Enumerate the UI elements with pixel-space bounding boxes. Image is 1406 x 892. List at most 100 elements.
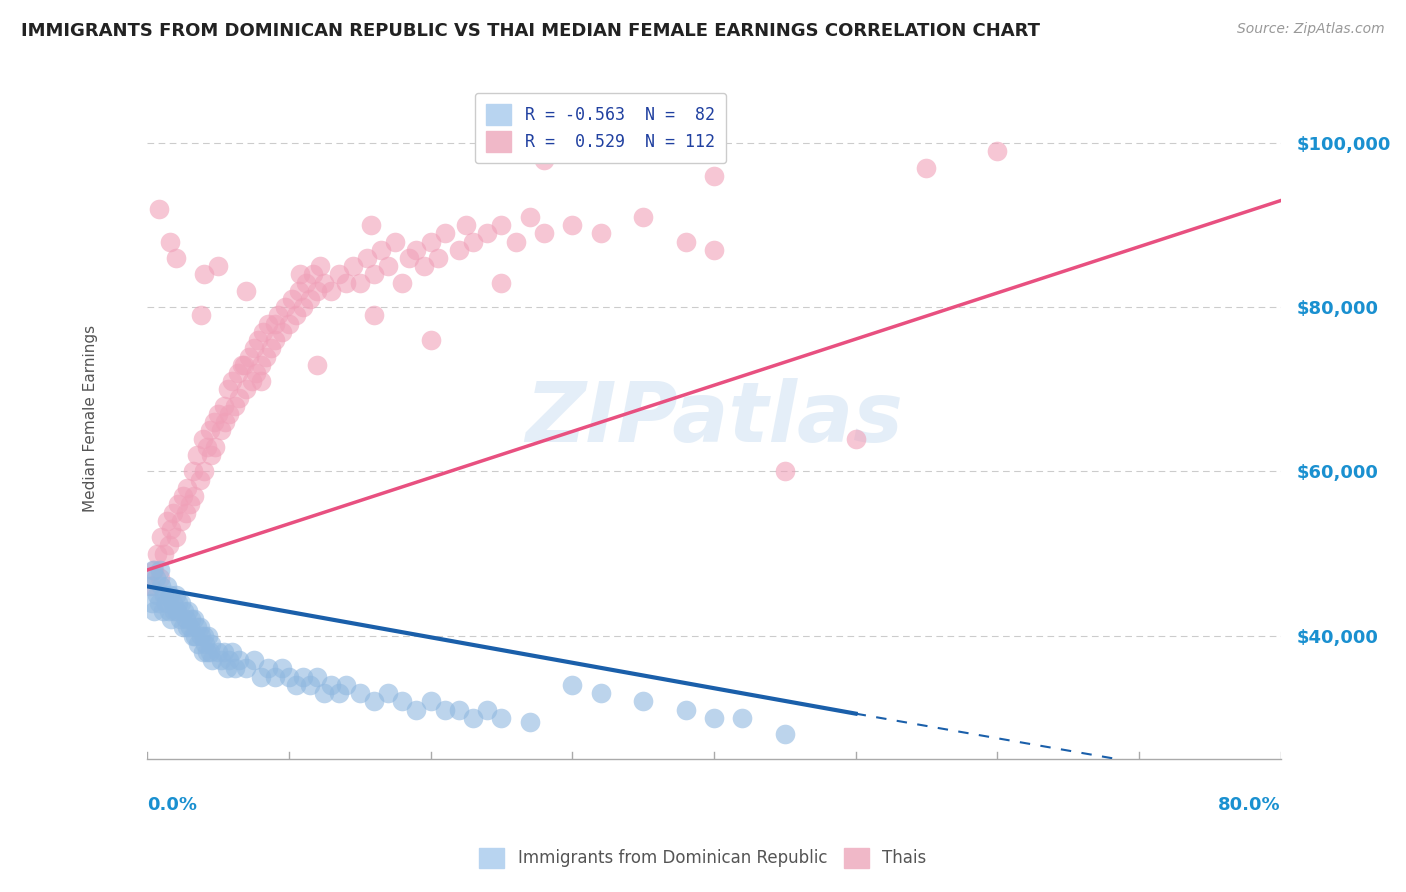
- Point: [184, 629, 207, 643]
- Point: [249, 670, 271, 684]
- Text: 0.0%: 0.0%: [148, 797, 197, 814]
- Point: [181, 465, 204, 479]
- Point: [139, 579, 162, 593]
- Point: [198, 424, 221, 438]
- Point: [349, 276, 371, 290]
- Point: [190, 629, 212, 643]
- Point: [321, 284, 343, 298]
- Point: [433, 702, 456, 716]
- Point: [173, 604, 195, 618]
- Point: [281, 292, 304, 306]
- Point: [166, 604, 188, 618]
- Point: [299, 678, 322, 692]
- Point: [218, 407, 240, 421]
- Point: [235, 661, 257, 675]
- Point: [299, 292, 322, 306]
- Point: [363, 309, 385, 323]
- Point: [193, 268, 215, 282]
- Point: [505, 235, 527, 249]
- Point: [179, 497, 201, 511]
- Point: [195, 645, 218, 659]
- Point: [197, 629, 219, 643]
- Point: [259, 342, 281, 356]
- Point: [405, 243, 427, 257]
- Point: [447, 702, 470, 716]
- Point: [165, 530, 187, 544]
- Point: [232, 358, 254, 372]
- Point: [349, 686, 371, 700]
- Point: [370, 243, 392, 257]
- Point: [183, 612, 205, 626]
- Point: [204, 440, 226, 454]
- Point: [155, 596, 177, 610]
- Point: [207, 259, 229, 273]
- Point: [356, 251, 378, 265]
- Point: [254, 350, 277, 364]
- Point: [167, 497, 190, 511]
- Point: [773, 465, 796, 479]
- Point: [193, 465, 215, 479]
- Point: [209, 653, 232, 667]
- Point: [226, 366, 249, 380]
- Point: [477, 227, 499, 241]
- Point: [163, 604, 186, 618]
- Point: [342, 259, 364, 273]
- Point: [142, 563, 165, 577]
- Point: [191, 432, 214, 446]
- Point: [491, 711, 513, 725]
- Point: [321, 678, 343, 692]
- Point: [209, 424, 232, 438]
- Point: [419, 694, 441, 708]
- Point: [412, 259, 434, 273]
- Point: [169, 612, 191, 626]
- Point: [157, 604, 180, 618]
- Point: [463, 711, 485, 725]
- Point: [195, 440, 218, 454]
- Point: [143, 604, 166, 618]
- Point: [167, 596, 190, 610]
- Point: [263, 670, 285, 684]
- Point: [176, 481, 198, 495]
- Point: [915, 161, 938, 175]
- Point: [228, 653, 250, 667]
- Point: [207, 407, 229, 421]
- Point: [186, 620, 208, 634]
- Point: [589, 686, 612, 700]
- Point: [193, 629, 215, 643]
- Point: [278, 317, 301, 331]
- Point: [263, 333, 285, 347]
- Point: [426, 251, 449, 265]
- Point: [391, 276, 413, 290]
- Point: [391, 694, 413, 708]
- Point: [288, 284, 311, 298]
- Point: [561, 678, 583, 692]
- Point: [589, 227, 612, 241]
- Point: [238, 350, 260, 364]
- Point: [307, 670, 329, 684]
- Point: [162, 596, 184, 610]
- Point: [377, 686, 399, 700]
- Point: [419, 333, 441, 347]
- Point: [285, 678, 308, 692]
- Point: [249, 358, 271, 372]
- Point: [533, 153, 555, 167]
- Point: [190, 309, 212, 323]
- Point: [335, 276, 357, 290]
- Text: Median Female Earnings: Median Female Earnings: [83, 325, 98, 512]
- Point: [252, 325, 274, 339]
- Point: [146, 588, 169, 602]
- Point: [174, 506, 197, 520]
- Point: [160, 612, 183, 626]
- Point: [491, 276, 513, 290]
- Point: [314, 686, 336, 700]
- Point: [263, 317, 285, 331]
- Point: [160, 522, 183, 536]
- Point: [148, 202, 170, 216]
- Point: [405, 702, 427, 716]
- Point: [245, 366, 267, 380]
- Legend: R = -0.563  N =  82, R =  0.529  N = 112: R = -0.563 N = 82, R = 0.529 N = 112: [475, 93, 727, 163]
- Point: [533, 227, 555, 241]
- Point: [186, 448, 208, 462]
- Point: [309, 259, 332, 273]
- Point: [433, 227, 456, 241]
